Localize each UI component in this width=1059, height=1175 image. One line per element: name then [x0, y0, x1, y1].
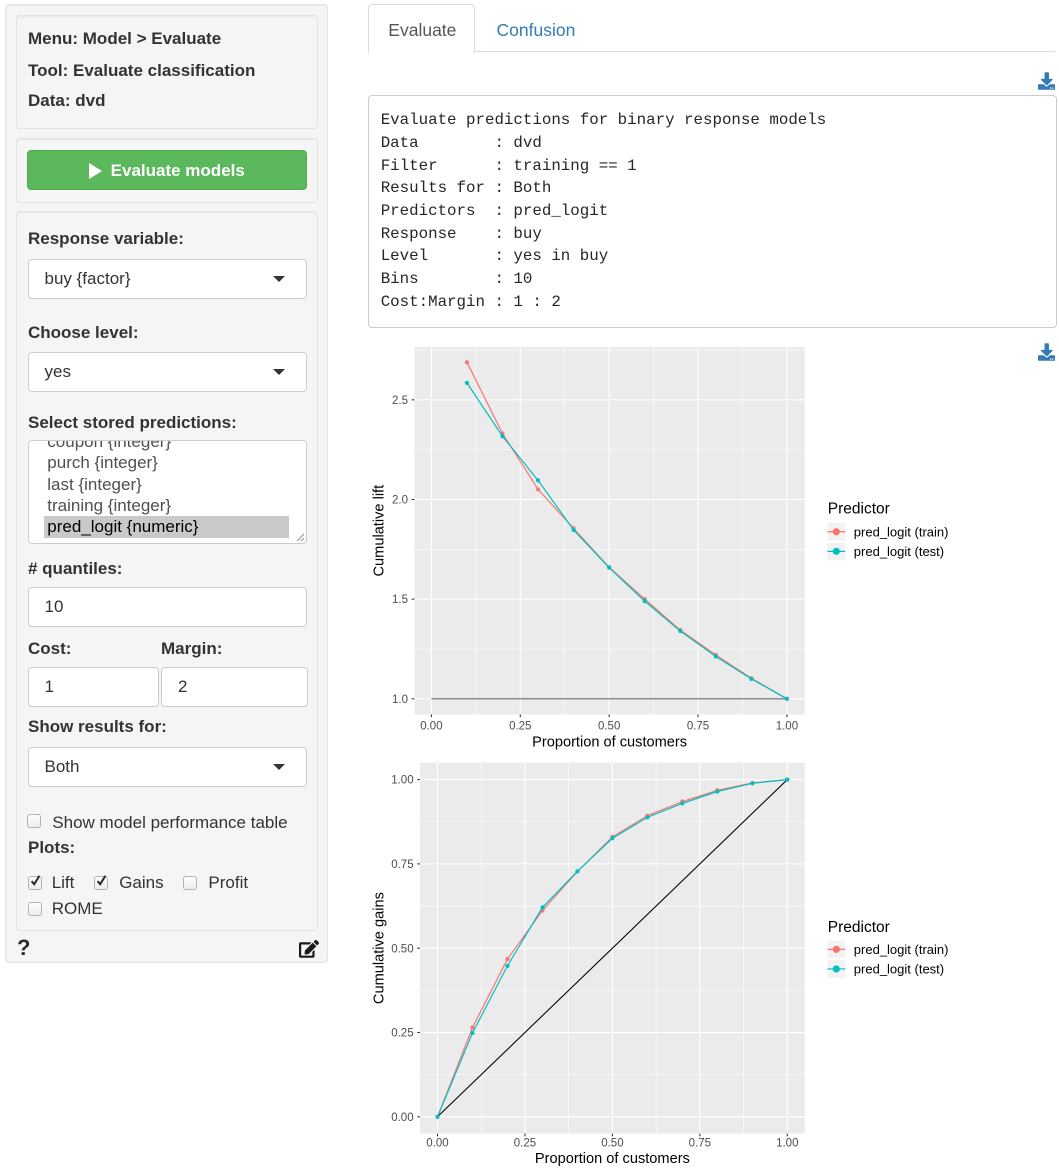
svg-text:1.0: 1.0 [392, 694, 408, 706]
svg-text:0.50: 0.50 [598, 720, 620, 732]
svg-text:0.50: 0.50 [391, 943, 413, 955]
svg-text:0.00: 0.00 [391, 1112, 413, 1124]
svg-text:1.00: 1.00 [776, 1137, 798, 1149]
svg-text:0.00: 0.00 [420, 720, 442, 732]
svg-text:0.75: 0.75 [391, 859, 413, 871]
svg-text:0.25: 0.25 [514, 1137, 536, 1149]
svg-text:0.00: 0.00 [426, 1137, 448, 1149]
svg-text:Predictor: Predictor [828, 919, 890, 936]
svg-text:0.25: 0.25 [391, 1028, 413, 1040]
svg-text:Proportion of customers: Proportion of customers [532, 735, 687, 751]
svg-text:pred_logit (train): pred_logit (train) [854, 942, 949, 957]
svg-text:0.25: 0.25 [509, 720, 531, 732]
svg-text:2.0: 2.0 [392, 495, 408, 507]
svg-text:1.00: 1.00 [776, 720, 798, 732]
svg-text:pred_logit (test): pred_logit (test) [854, 962, 944, 977]
svg-text:Predictor: Predictor [828, 501, 890, 518]
svg-text:1.5: 1.5 [392, 594, 408, 606]
svg-text:Cumulative gains: Cumulative gains [372, 892, 388, 1004]
svg-text:pred_logit (test): pred_logit (test) [854, 544, 944, 559]
svg-text:0.75: 0.75 [689, 1137, 711, 1149]
svg-text:0.50: 0.50 [601, 1137, 623, 1149]
svg-text:Proportion of customers: Proportion of customers [535, 1151, 690, 1167]
svg-text:1.00: 1.00 [391, 775, 413, 787]
svg-text:2.5: 2.5 [392, 395, 408, 407]
svg-text:pred_logit (train): pred_logit (train) [854, 524, 949, 539]
svg-text:0.75: 0.75 [687, 720, 709, 732]
svg-text:Cumulative lift: Cumulative lift [372, 485, 388, 577]
